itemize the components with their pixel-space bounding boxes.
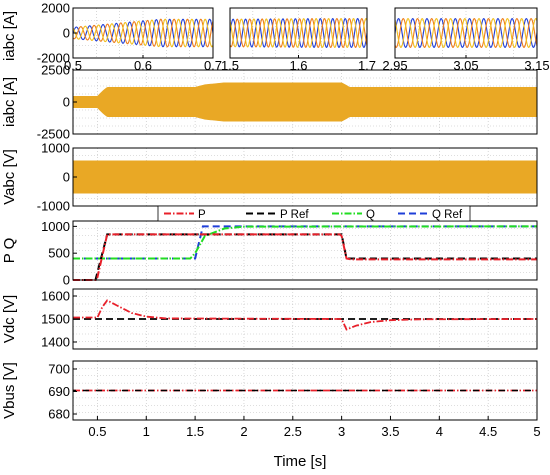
panel-iabc-zoom-label: iabc [A] — [1, 11, 18, 61]
y-tick-label: 1500 — [41, 312, 70, 327]
x-tick-label: 1.7 — [358, 58, 376, 73]
y-tick-label: 700 — [48, 362, 70, 377]
x-tick-label: 2.95 — [382, 58, 407, 73]
y-tick-label: -2000 — [37, 51, 70, 66]
series-line-phase-b — [394, 18, 538, 48]
y-tick-label: 1400 — [41, 335, 70, 350]
x-tick-label: 2.5 — [284, 424, 302, 439]
x-axis-label: Time [s] — [274, 453, 327, 470]
legend: P P Ref Q Q Ref — [157, 205, 471, 222]
legend-label: P Ref — [280, 209, 309, 221]
y-tick-label: 1000 — [41, 141, 70, 156]
x-tick-label: 0.5 — [88, 424, 106, 439]
x-tick-label: 2 — [240, 424, 247, 439]
x-tick-label: 1 — [143, 424, 150, 439]
inset-1: 0.5 0.6 0.7 — [64, 7, 222, 73]
y-axis-label: Vbus [V] — [1, 362, 18, 419]
waveform-envelope — [72, 82, 538, 122]
y-tick-label: 0 — [63, 170, 70, 185]
x-tick-label: 0.5 — [64, 58, 82, 73]
series-line-phase-a — [229, 18, 368, 48]
legend-label: Q Ref — [432, 209, 463, 221]
series-line-phase-c — [72, 18, 214, 48]
series-line-q-ref — [73, 225, 537, 260]
x-tick-label: 5 — [533, 424, 540, 439]
x-tick-label: 4.5 — [479, 424, 497, 439]
y-tick-label: 690 — [48, 384, 70, 399]
y-tick-label: 2500 — [41, 63, 70, 78]
x-tick-label: 1.5 — [186, 424, 204, 439]
x-tick-label: 0.6 — [134, 58, 152, 73]
series-line-q — [73, 225, 538, 260]
y-axis-label: iabc [A] — [1, 11, 18, 61]
x-tick-label: 1.6 — [289, 58, 307, 73]
panel-vabc: 1000 0 -1000 Vabc [V] — [1, 141, 538, 214]
y-tick-label: 0 — [63, 273, 70, 288]
panel-vbus: 700 690 680 Vbus [V] 0.5 1 1.5 2 2.5 3 3.5 4 4.5 5 — [1, 360, 541, 439]
inset-2: 1.5 1.6 1.7 — [221, 7, 376, 73]
y-axis-label: iabc [A] — [1, 77, 18, 127]
y-tick-label: 0 — [63, 26, 70, 41]
y-tick-label: 0 — [63, 95, 70, 110]
inset-3: 2.95 3.05 3.15 — [382, 7, 550, 73]
legend-box — [157, 205, 471, 222]
y-axis-label: Vabc [V] — [1, 149, 18, 205]
y-tick-label: 1000 — [41, 219, 70, 234]
series-line-vdc — [73, 299, 538, 331]
y-tick-label: 1600 — [41, 289, 70, 304]
waveform-envelope — [72, 160, 538, 194]
y-axis-label: Vdc [V] — [1, 295, 18, 343]
x-tick-label: 1.5 — [221, 58, 239, 73]
x-tick-label: 3.15 — [524, 58, 549, 73]
legend-label: Q — [366, 209, 375, 221]
panel-vdc: 1600 1500 1400 Vdc [V] — [1, 288, 538, 350]
legend-label: P — [198, 209, 206, 221]
panel-pq: 1000 500 0 P Q P P Ref Q Q Ref — [1, 205, 538, 288]
y-tick-label: 680 — [48, 407, 70, 422]
x-tick-label: 3 — [338, 424, 345, 439]
panel-iabc-zoom: 0.5 0.6 0.71.5 1.6 1.7 2.95 3.05 3.15 2000 0 -2000 — [37, 1, 550, 74]
series-line-p — [73, 233, 537, 281]
x-tick-label: 4 — [436, 424, 443, 439]
x-tick-label: 3.05 — [453, 58, 478, 73]
y-tick-label: -1000 — [37, 199, 70, 214]
series-line-phase-a — [72, 18, 214, 48]
y-axis-label: P Q — [1, 238, 18, 264]
series-line-phase-c — [229, 18, 368, 48]
y-tick-label: -2500 — [37, 127, 70, 142]
panel-iabc: 2500 0 -2500 iabc [A] — [1, 63, 538, 142]
y-tick-label: 500 — [48, 246, 70, 261]
series-line-phase-b — [229, 18, 368, 48]
plot-frame — [72, 360, 538, 421]
x-tick-label: 3.5 — [381, 424, 399, 439]
y-tick-label: 2000 — [41, 1, 70, 16]
series-line-phase-c — [394, 18, 538, 48]
x-tick-label: 0.7 — [204, 58, 222, 73]
series-line-phase-a — [394, 18, 538, 48]
